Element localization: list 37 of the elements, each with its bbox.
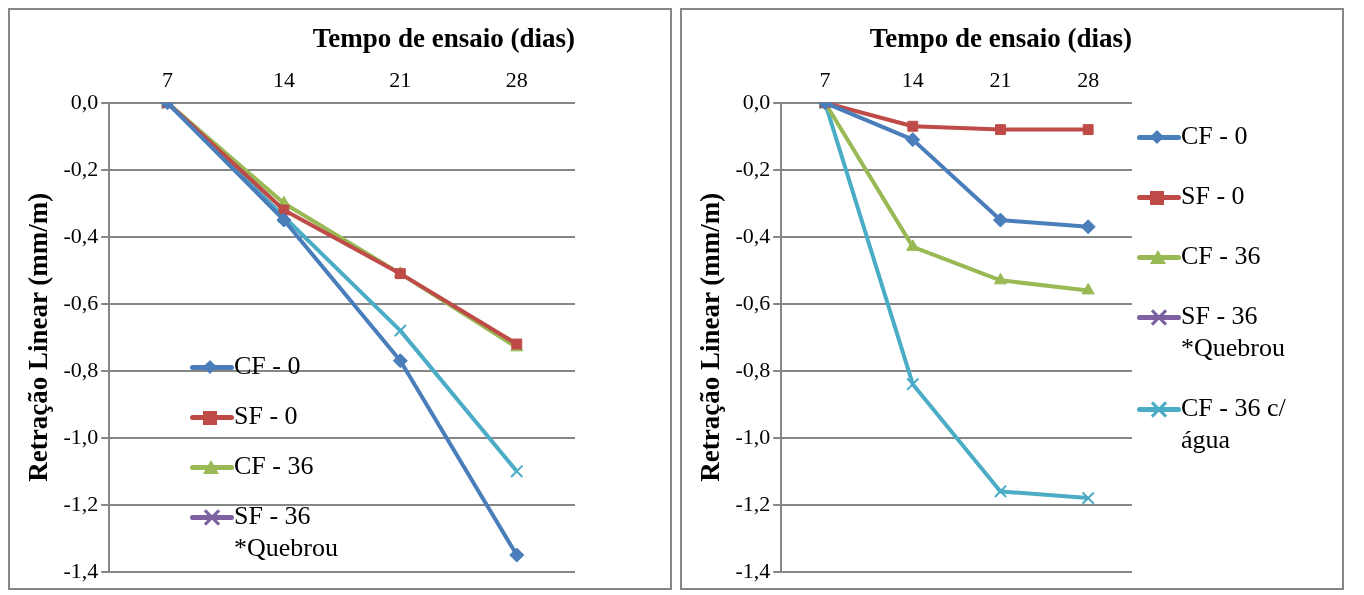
y-axis-title: Retração Linear (mm/m) (695, 192, 726, 482)
x-tick-label: 21 (989, 67, 1012, 93)
y-tick-label: -1,4 (63, 557, 99, 583)
y-axis-title: Retração Linear (mm/m) (23, 192, 54, 482)
y-tick-label: -0,4 (735, 222, 771, 248)
legend-label: SF - 36 *Quebrou (234, 500, 339, 564)
x-tick-label: 14 (901, 67, 924, 93)
y-tick-label: 0,0 (742, 88, 771, 114)
x-tick-label: 28 (505, 67, 528, 93)
y-tick-label: -0,2 (735, 155, 771, 181)
legend-label: SF - 0 (234, 400, 298, 432)
legend-label: SF - 36 *Quebrou (1181, 300, 1286, 364)
y-tick-label: -0,8 (735, 356, 771, 382)
y-tick-label: -1,2 (63, 490, 99, 516)
x-tick-label: 7 (819, 67, 831, 93)
x-tick-label: 7 (161, 67, 173, 93)
x-axis-title: Tempo de ensaio (dias) (312, 23, 575, 54)
x-tick-label: 28 (1077, 67, 1100, 93)
y-tick-label: -1,0 (63, 423, 99, 449)
x-tick-label: 14 (272, 67, 295, 93)
y-tick-label: -0,8 (63, 356, 99, 382)
y-tick-label: -0,6 (63, 289, 99, 315)
y-tick-label: -1,0 (735, 423, 771, 449)
x-tick-label: 21 (389, 67, 412, 93)
y-tick-label: -0,6 (735, 289, 771, 315)
x-axis-title: Tempo de ensaio (dias) (869, 23, 1132, 54)
legend-label: CF - 36 c/ água (1181, 392, 1287, 456)
y-tick-label: -1,2 (735, 490, 771, 516)
legend-label: SF - 0 (1181, 180, 1245, 212)
legend-label: CF - 0 (1181, 120, 1248, 152)
legend-label: CF - 36 (234, 450, 314, 482)
y-tick-label: -0,4 (63, 222, 99, 248)
legend-label: CF - 36 (1181, 240, 1261, 272)
y-tick-label: -1,4 (735, 557, 771, 583)
y-tick-label: 0,0 (70, 88, 99, 114)
y-tick-label: -0,2 (63, 155, 99, 181)
legend-label: CF - 0 (234, 350, 301, 382)
